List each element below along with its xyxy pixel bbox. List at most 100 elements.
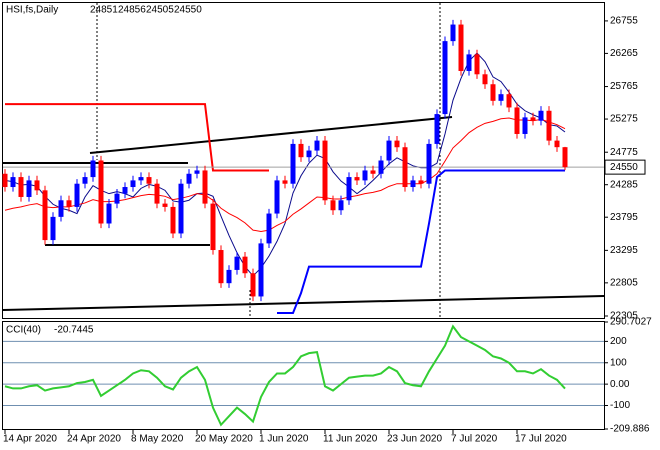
y-tick-label: 26755 <box>610 16 638 27</box>
candle-body <box>66 200 72 207</box>
candle-body <box>170 206 176 234</box>
candle-body <box>362 170 368 181</box>
candle-body <box>498 94 504 101</box>
candle-body <box>122 187 128 194</box>
candle-body <box>322 140 328 201</box>
candle-body <box>18 177 24 197</box>
candle-body <box>130 180 136 188</box>
candle-body <box>178 183 184 234</box>
cci-title: CCI(40) <box>6 325 41 336</box>
y-tick-label: 24775 <box>610 147 638 158</box>
y-tick-label: -100 <box>610 400 630 411</box>
candle-body <box>442 41 448 115</box>
candle-body <box>298 143 304 158</box>
candle-body <box>474 54 480 75</box>
cci-panel <box>2 321 605 430</box>
cci-header: CCI(40) -20.7445 <box>6 325 94 336</box>
x-tick-label: 20 May 2020 <box>195 434 253 445</box>
candle-body <box>410 180 416 188</box>
candle-body <box>306 150 312 158</box>
cci-line <box>4 324 566 427</box>
candle-body <box>554 140 560 148</box>
y-tick-label: 0.00 <box>610 379 630 390</box>
candle-body <box>370 170 376 174</box>
candle-body <box>482 74 488 85</box>
candle-body <box>98 160 104 224</box>
candle-body <box>458 24 464 71</box>
candle-body <box>330 200 336 211</box>
low-value: 24505 <box>146 5 174 16</box>
y-tick-label: 290.7027 <box>610 317 652 328</box>
candle-body <box>26 180 32 197</box>
candle-body <box>402 147 408 188</box>
candle-body <box>450 24 456 42</box>
y-tick-label: 26265 <box>610 48 638 59</box>
candle-body <box>346 177 352 201</box>
candle-body <box>202 170 208 204</box>
candle-body <box>546 110 552 141</box>
candle-body <box>394 140 400 148</box>
trend-line <box>89 116 453 154</box>
y-tick-label: 100 <box>610 357 627 368</box>
candle-body <box>242 256 248 274</box>
candle-body <box>106 203 112 224</box>
candle-body <box>210 203 216 251</box>
x-tick-label: 8 May 2020 <box>131 434 184 445</box>
candle-body <box>234 256 240 270</box>
candle-body <box>418 180 424 184</box>
candle-body <box>266 213 272 244</box>
candle-body <box>434 114 440 144</box>
candle-body <box>386 140 392 161</box>
candle-body <box>426 143 432 184</box>
candle-body <box>282 180 288 184</box>
candle-body <box>514 107 520 134</box>
candle-body <box>522 117 528 134</box>
candle-body <box>146 177 152 184</box>
y-tick-label: -209.886 <box>610 424 650 435</box>
candle-body <box>274 180 280 214</box>
overlay-line <box>4 117 566 232</box>
x-tick-label: 14 Apr 2020 <box>3 434 57 445</box>
candle-body <box>530 117 536 121</box>
close-value: 24550 <box>174 5 202 16</box>
x-tick-label: 17 Jul 2020 <box>515 434 567 445</box>
candle-body <box>74 183 80 207</box>
candle-body <box>82 177 88 184</box>
y-tick-label: 23295 <box>610 245 638 256</box>
y-tick-label: 25275 <box>610 114 638 125</box>
candle-body <box>162 203 168 207</box>
x-tick-label: 1 Jun 2020 <box>259 434 309 445</box>
candle-body <box>562 147 568 168</box>
candle-body <box>50 216 56 241</box>
candle-body <box>490 84 496 101</box>
candle-body <box>290 143 296 184</box>
high-value: 24856 <box>118 5 146 16</box>
candle-body <box>466 54 472 71</box>
x-tick-label: 24 Apr 2020 <box>67 434 121 445</box>
candle-body <box>226 269 232 284</box>
header: HSI,fs,Daily 24851 24856 24505 24550 <box>6 5 202 16</box>
candle-body <box>154 183 160 204</box>
y-tick-label: 24285 <box>610 179 638 190</box>
candle-body <box>34 180 40 191</box>
open-value: 24851 <box>90 5 118 16</box>
candle-body <box>354 177 360 181</box>
candle-body <box>194 170 200 174</box>
candle-body <box>138 177 144 181</box>
candle-body <box>314 140 320 151</box>
y-tick-label: 200 <box>610 336 627 347</box>
candle-body <box>538 110 544 121</box>
price-box <box>604 159 646 175</box>
symbol: HSI,fs,Daily <box>6 5 58 16</box>
candle-body <box>2 173 8 188</box>
candle-body <box>378 160 384 174</box>
candle-body <box>218 250 224 284</box>
y-tick-label: 23795 <box>610 212 638 223</box>
candle-body <box>58 200 64 217</box>
overlay-line <box>5 103 269 172</box>
cci-value: -20.7445 <box>54 325 94 336</box>
overlay-line <box>4 52 566 277</box>
candle-body <box>338 200 344 211</box>
